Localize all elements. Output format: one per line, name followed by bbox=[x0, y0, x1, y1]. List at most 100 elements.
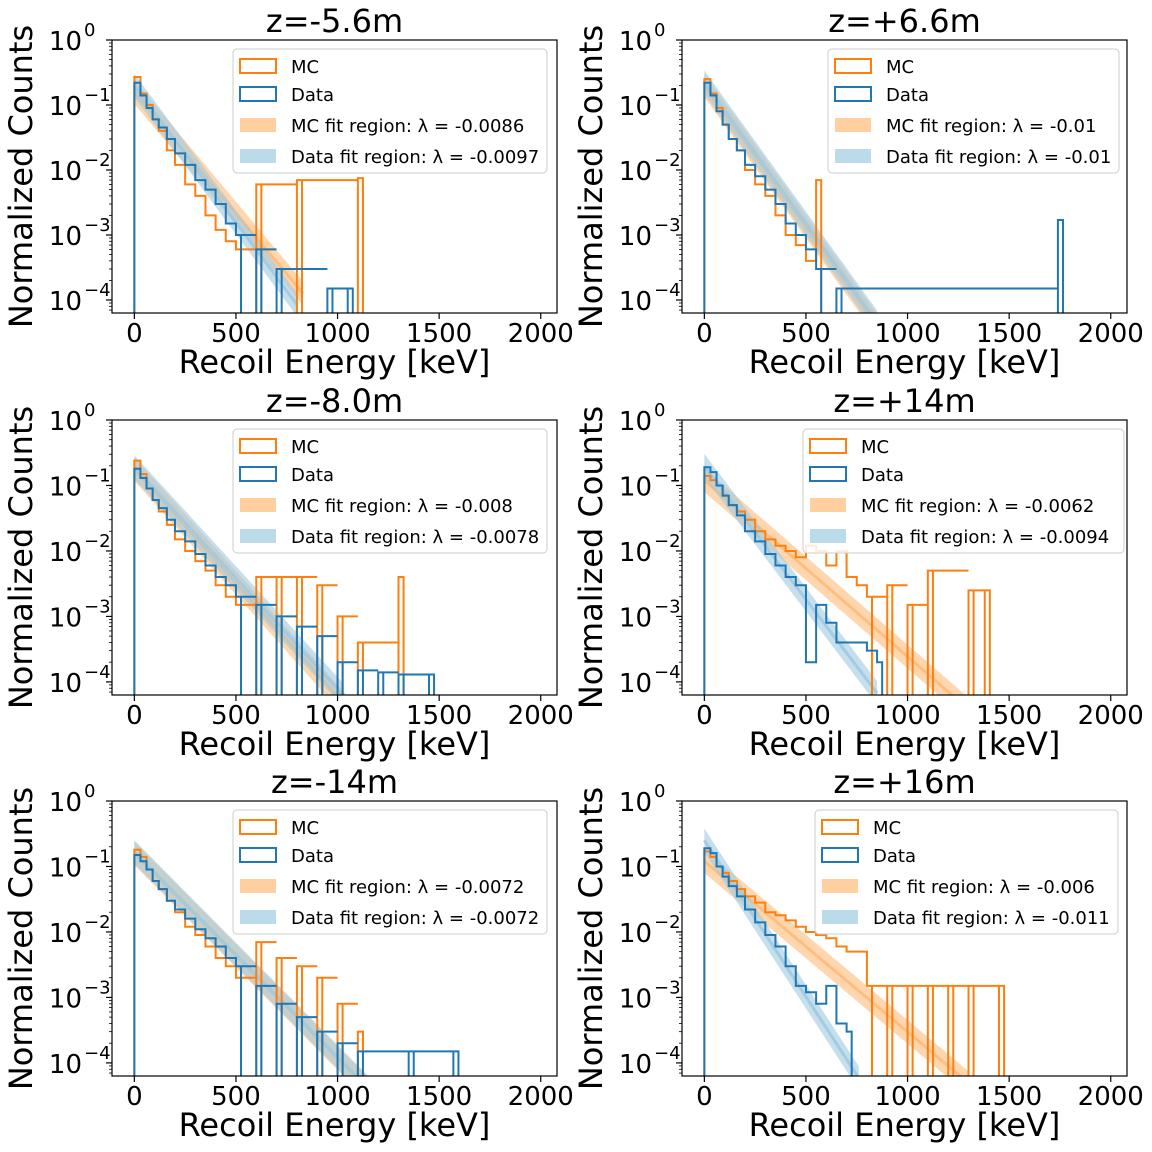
y-tick-exponent: −1 bbox=[84, 846, 111, 867]
legend-label: Data fit region: λ = -0.0072 bbox=[291, 908, 539, 929]
y-tick-exponent: −2 bbox=[84, 150, 111, 171]
legend-label: MC bbox=[873, 818, 901, 839]
histogram-data bbox=[133, 853, 460, 1076]
legend-swatch-data bbox=[239, 847, 277, 863]
legend-label: Data fit region: λ = -0.011 bbox=[873, 908, 1110, 929]
y-tick-label: 10 bbox=[619, 92, 652, 122]
y-tick-label: 10 bbox=[49, 853, 82, 883]
legend-label: Data bbox=[886, 85, 929, 106]
y-tick-label: 10 bbox=[619, 222, 652, 252]
legend-label: MC fit region: λ = -0.0086 bbox=[291, 116, 524, 137]
legend-label: MC fit region: λ = -0.0062 bbox=[861, 496, 1094, 517]
legend-swatch-mc-fit bbox=[810, 498, 846, 512]
x-tick-label: 1000 bbox=[874, 1082, 940, 1112]
y-tick-label: 10 bbox=[49, 669, 82, 699]
legend-label: MC fit region: λ = -0.01 bbox=[886, 116, 1096, 137]
legend-box bbox=[827, 48, 1120, 174]
y-tick-exponent: −3 bbox=[654, 977, 681, 998]
legend-swatch-data-fit bbox=[240, 529, 276, 543]
fit-line-data bbox=[703, 839, 860, 1076]
legend-swatch-data bbox=[809, 466, 847, 482]
x-tick-label: 1000 bbox=[304, 319, 370, 349]
x-tick-label: 2000 bbox=[1078, 319, 1144, 349]
y-tick-exponent: 0 bbox=[84, 781, 95, 802]
x-tick-label: 2000 bbox=[508, 1082, 574, 1112]
fit-line-data bbox=[133, 851, 359, 1076]
y-tick-exponent: −2 bbox=[654, 531, 681, 552]
legend-label: Data fit region: λ = -0.0078 bbox=[291, 527, 539, 548]
legend: MC Data MC fit region: λ = -0.006 Data fit … bbox=[814, 809, 1119, 935]
x-tick-label: 1500 bbox=[976, 701, 1042, 731]
x-axis-label: Recoil Energy [keV] bbox=[179, 725, 491, 763]
legend-swatch-mc bbox=[239, 58, 277, 74]
legend-label: Data bbox=[291, 465, 334, 486]
legend-swatch-data-fit bbox=[240, 149, 276, 163]
y-tick-label: 10 bbox=[619, 157, 652, 187]
y-tick-exponent: −2 bbox=[654, 150, 681, 171]
x-tick-label: 2000 bbox=[508, 701, 574, 731]
y-tick-label: 10 bbox=[619, 287, 652, 317]
x-tick-label: 1500 bbox=[976, 319, 1042, 349]
legend: MC Data MC fit region: λ = -0.008 Data fit … bbox=[232, 428, 548, 554]
legend-label: Data fit region: λ = -0.0094 bbox=[861, 527, 1109, 548]
x-tick-label: 1500 bbox=[406, 1082, 472, 1112]
fit-line-data bbox=[703, 464, 879, 694]
legend-swatch-data-fit bbox=[810, 529, 846, 543]
x-tick-label: 0 bbox=[696, 701, 713, 731]
y-tick-label: 10 bbox=[49, 1050, 82, 1080]
x-tick-label: 1500 bbox=[976, 1082, 1042, 1112]
legend-label: MC bbox=[291, 57, 319, 78]
legend-label: Data bbox=[291, 846, 334, 867]
subplot-title: z=-5.6m bbox=[266, 2, 403, 40]
y-tick-exponent: −1 bbox=[654, 85, 681, 106]
y-tick-label: 10 bbox=[49, 984, 82, 1014]
legend-label: Data bbox=[861, 465, 904, 486]
y-tick-exponent: −3 bbox=[84, 596, 111, 617]
x-tick-label: 0 bbox=[126, 319, 143, 349]
y-tick-exponent: −3 bbox=[654, 596, 681, 617]
legend: MC Data MC fit region: λ = -0.0072 Data fit… bbox=[232, 809, 548, 935]
y-tick-label: 10 bbox=[49, 157, 82, 187]
y-tick-label: 10 bbox=[49, 788, 82, 818]
y-tick-exponent: −1 bbox=[654, 846, 681, 867]
legend-box bbox=[232, 48, 548, 174]
legend-label: Data bbox=[291, 85, 334, 106]
x-axis-label: Recoil Energy [keV] bbox=[749, 725, 1061, 763]
y-tick-label: 10 bbox=[619, 407, 652, 437]
y-tick-exponent: −4 bbox=[654, 662, 681, 683]
y-tick-exponent: −4 bbox=[84, 1043, 111, 1064]
fit-line-data bbox=[133, 466, 345, 695]
y-tick-exponent: −4 bbox=[654, 1043, 681, 1064]
y-tick-exponent: 0 bbox=[654, 20, 665, 41]
x-tick-label: 500 bbox=[781, 1082, 831, 1112]
legend-label: MC bbox=[886, 57, 914, 78]
y-tick-label: 10 bbox=[49, 919, 82, 949]
y-axis-label: Normalized Counts bbox=[572, 787, 610, 1090]
y-tick-label: 10 bbox=[619, 919, 652, 949]
y-tick-label: 10 bbox=[619, 27, 652, 57]
x-tick-label: 0 bbox=[696, 1082, 713, 1112]
x-axis-label: Recoil Energy [keV] bbox=[749, 1106, 1061, 1144]
legend-box bbox=[814, 809, 1119, 935]
x-tick-label: 0 bbox=[126, 1082, 143, 1112]
plot-area bbox=[703, 828, 1006, 1076]
x-tick-label: 0 bbox=[696, 319, 713, 349]
legend-swatch-data-fit bbox=[240, 910, 276, 924]
legend-label: MC fit region: λ = -0.008 bbox=[291, 496, 513, 517]
x-tick-label: 1000 bbox=[874, 319, 940, 349]
fit-band-data bbox=[134, 455, 344, 695]
legend-box bbox=[802, 428, 1125, 554]
subplot-title: z=+6.6m bbox=[828, 2, 980, 40]
y-tick-exponent: −2 bbox=[654, 912, 681, 933]
y-tick-label: 10 bbox=[49, 287, 82, 317]
legend: MC Data MC fit region: λ = -0.0086 Data fit… bbox=[232, 48, 548, 174]
plot-area bbox=[133, 840, 460, 1076]
legend-swatch-data-fit bbox=[822, 910, 858, 924]
legend-swatch-data bbox=[239, 86, 277, 102]
x-tick-label: 500 bbox=[211, 1082, 261, 1112]
x-axis-label: Recoil Energy [keV] bbox=[749, 343, 1061, 381]
